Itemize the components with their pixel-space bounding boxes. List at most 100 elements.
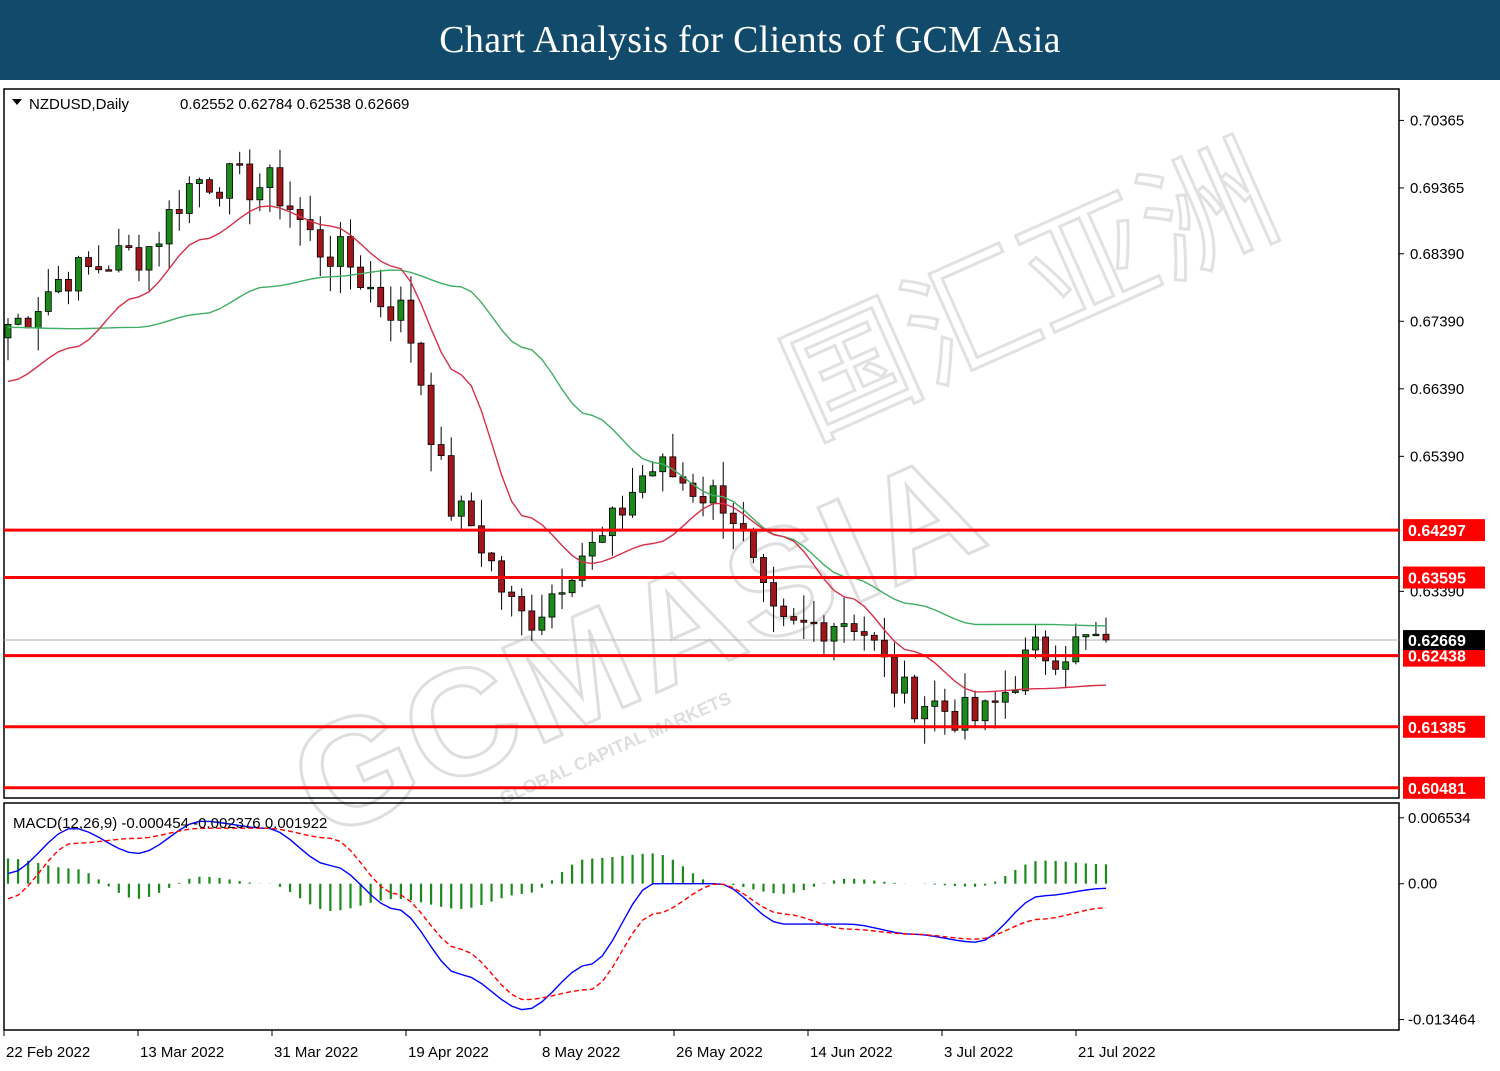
time-axis: 22 Feb 2022 13 Mar 2022 31 Mar 2022 19 Apr … bbox=[3, 1030, 1156, 1061]
price-tick-label: 0.66390 bbox=[1410, 381, 1464, 398]
candle bbox=[478, 499, 485, 567]
candle bbox=[306, 195, 314, 241]
candle bbox=[377, 269, 385, 318]
candle bbox=[357, 255, 364, 290]
candle bbox=[488, 552, 495, 572]
candle bbox=[1042, 630, 1049, 675]
time-tick-label: 21 Jul 2022 bbox=[1078, 1044, 1156, 1061]
macd-tick-label: 0.00 bbox=[1408, 876, 1437, 893]
candle bbox=[528, 594, 536, 641]
candle bbox=[367, 261, 375, 303]
candle bbox=[538, 594, 546, 636]
level-tag-bg bbox=[1403, 644, 1485, 667]
candle bbox=[1062, 645, 1070, 688]
candle bbox=[750, 527, 757, 564]
candle bbox=[135, 234, 143, 282]
candle bbox=[820, 615, 828, 657]
candle bbox=[206, 177, 213, 195]
candle bbox=[397, 286, 405, 333]
candle bbox=[558, 568, 566, 610]
candle bbox=[14, 313, 22, 326]
candle bbox=[790, 607, 798, 625]
macd-label: MACD(12,26,9) -0.000454 -0.002376 0.0019… bbox=[13, 815, 327, 832]
candle bbox=[639, 464, 647, 499]
candle bbox=[326, 235, 334, 292]
candle bbox=[981, 699, 989, 731]
candle bbox=[961, 673, 969, 740]
candle bbox=[347, 219, 354, 290]
level-tag: 0.61385 bbox=[1408, 720, 1466, 737]
level-tag: 0.62438 bbox=[1408, 649, 1466, 666]
candle bbox=[165, 200, 173, 270]
price-tick-label: 0.68390 bbox=[1410, 246, 1464, 263]
candle bbox=[568, 578, 576, 598]
candle bbox=[1001, 670, 1009, 719]
candle bbox=[447, 437, 455, 521]
candle bbox=[921, 696, 929, 744]
macd-tick-label: 0.006534 bbox=[1408, 810, 1471, 827]
candle bbox=[175, 190, 183, 231]
candle bbox=[85, 251, 92, 275]
candle bbox=[1011, 676, 1019, 694]
candle bbox=[387, 286, 395, 342]
candle bbox=[437, 426, 445, 460]
candle bbox=[971, 690, 979, 728]
candle bbox=[870, 631, 878, 651]
candle bbox=[1072, 623, 1080, 665]
level-tag-bg bbox=[1403, 519, 1485, 542]
time-tick-label: 8 May 2022 bbox=[542, 1044, 620, 1061]
trading-chart: GCMASIA GLOBAL CAPITAL MARKETS 国汇亚洲 0.70… bbox=[0, 80, 1500, 1071]
candles bbox=[4, 149, 1110, 744]
candle bbox=[44, 268, 52, 316]
time-tick-label: 19 Apr 2022 bbox=[408, 1044, 489, 1061]
candle bbox=[75, 255, 82, 301]
candle bbox=[508, 585, 516, 617]
candle bbox=[719, 461, 727, 539]
candle bbox=[467, 492, 475, 527]
candle bbox=[1092, 621, 1100, 637]
candle bbox=[417, 341, 425, 396]
candle bbox=[266, 164, 274, 212]
current-price-value: 0.62669 bbox=[1408, 633, 1466, 650]
level-tag: 0.60481 bbox=[1408, 781, 1466, 798]
macd-panel-frame bbox=[3, 802, 1400, 1031]
time-tick-label: 22 Feb 2022 bbox=[6, 1044, 90, 1061]
candle bbox=[115, 228, 123, 273]
candle bbox=[699, 476, 707, 517]
candle bbox=[619, 495, 626, 531]
candle bbox=[24, 315, 32, 329]
candle bbox=[729, 502, 737, 550]
candle bbox=[195, 177, 203, 208]
candle bbox=[810, 600, 818, 642]
candle bbox=[226, 162, 234, 215]
candle bbox=[901, 660, 908, 704]
candle bbox=[155, 231, 163, 267]
price-tick-label: 0.70365 bbox=[1410, 112, 1464, 129]
symbol-label: NZDUSD,Daily bbox=[29, 96, 130, 113]
candle bbox=[256, 173, 264, 212]
ma-slow-line bbox=[8, 269, 1107, 627]
macd-tick-label: -0.013464 bbox=[1408, 1012, 1476, 1029]
candle bbox=[145, 246, 153, 291]
candle bbox=[1052, 645, 1060, 676]
level-tag-bg bbox=[1403, 566, 1485, 589]
price-tick-label: 0.69365 bbox=[1410, 180, 1464, 197]
candle bbox=[54, 266, 62, 294]
candle bbox=[125, 234, 133, 251]
candle bbox=[911, 674, 919, 723]
candle bbox=[629, 468, 636, 518]
candle bbox=[1102, 617, 1110, 643]
candle bbox=[95, 245, 103, 274]
candle bbox=[850, 614, 858, 641]
candle bbox=[4, 318, 12, 361]
candle bbox=[286, 181, 294, 228]
candle bbox=[548, 584, 556, 629]
time-tick-label: 14 Jun 2022 bbox=[810, 1044, 893, 1061]
time-tick-label: 31 Mar 2022 bbox=[274, 1044, 358, 1061]
candle bbox=[1022, 637, 1029, 696]
candle bbox=[185, 176, 193, 224]
symbol-dropdown-icon[interactable] bbox=[12, 99, 22, 105]
level-tag-bg bbox=[1403, 776, 1485, 799]
candle bbox=[65, 271, 72, 305]
price-tick-label: 0.67390 bbox=[1410, 313, 1464, 330]
